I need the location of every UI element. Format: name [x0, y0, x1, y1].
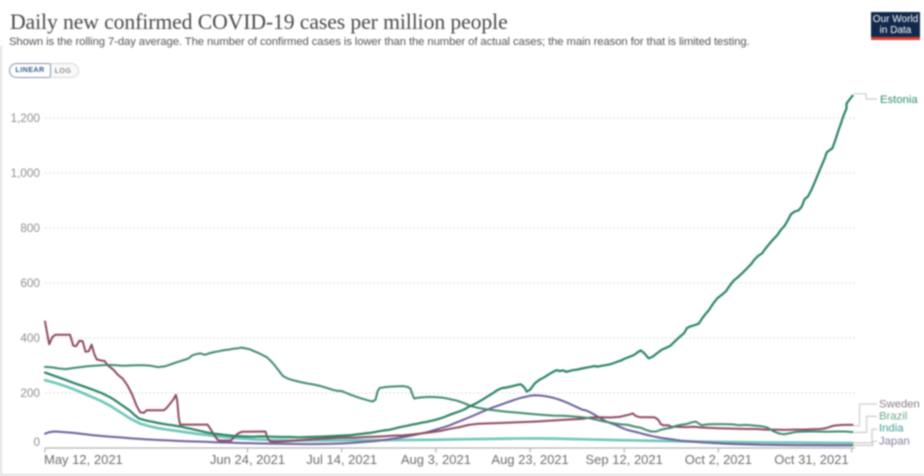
svg-text:India: India [879, 423, 904, 435]
svg-text:Oct 31, 2021: Oct 31, 2021 [774, 452, 848, 467]
svg-text:0: 0 [33, 435, 40, 449]
svg-text:Jun 24, 2021: Jun 24, 2021 [210, 452, 285, 467]
svg-text:600: 600 [20, 276, 40, 290]
svg-text:1,200: 1,200 [10, 111, 40, 125]
svg-text:1,000: 1,000 [10, 166, 40, 180]
svg-text:Japan: Japan [879, 436, 910, 448]
svg-text:Brazil: Brazil [879, 410, 907, 422]
svg-text:200: 200 [20, 386, 40, 400]
svg-text:May 12, 2021: May 12, 2021 [44, 452, 123, 467]
svg-text:Aug 23, 2021: Aug 23, 2021 [491, 452, 568, 467]
svg-text:400: 400 [20, 331, 40, 345]
svg-text:Estonia: Estonia [880, 94, 918, 106]
svg-text:Oct 2, 2021: Oct 2, 2021 [685, 452, 752, 467]
svg-text:800: 800 [20, 221, 40, 235]
svg-text:Sep 12, 2021: Sep 12, 2021 [586, 452, 663, 467]
svg-text:Sweden: Sweden [879, 399, 920, 411]
svg-text:Aug 3, 2021: Aug 3, 2021 [401, 452, 471, 467]
svg-text:Jul 14, 2021: Jul 14, 2021 [306, 452, 377, 467]
